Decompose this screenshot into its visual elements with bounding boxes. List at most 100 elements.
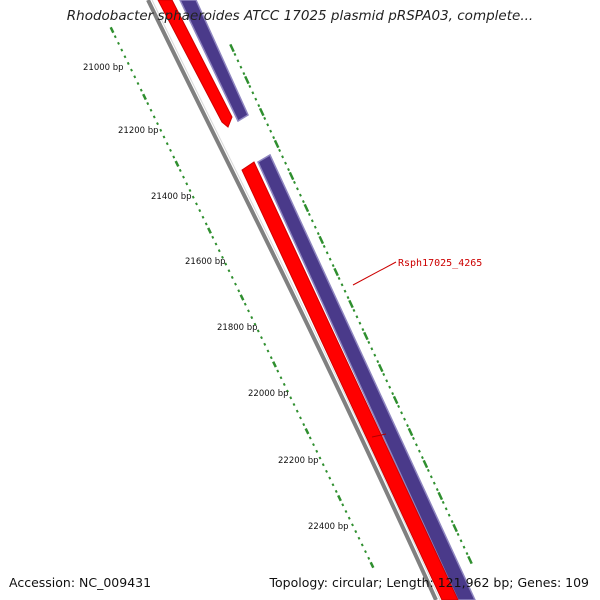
- inner-minor-tick: [227, 269, 231, 273]
- tick-label-21000: 21000 bp: [83, 63, 124, 73]
- outer-minor-tick: [293, 180, 296, 184]
- outer-minor-tick: [322, 244, 326, 248]
- inner-minor-tick: [201, 215, 205, 219]
- outer-major-tick: [377, 363, 384, 373]
- outer-minor-tick: [415, 443, 418, 447]
- inner-minor-tick: [117, 41, 120, 45]
- outer-minor-tick: [272, 136, 276, 140]
- inner-minor-tick: [159, 128, 163, 132]
- inner-minor-tick: [126, 61, 130, 65]
- outer-major-tick: [318, 235, 325, 245]
- outer-minor-tick: [447, 513, 451, 517]
- inner-minor-tick: [282, 382, 286, 386]
- outer-minor-tick: [263, 116, 267, 120]
- inner-minor-tick: [221, 255, 224, 259]
- inner-major-tick: [337, 494, 342, 502]
- inner-minor-tick: [185, 182, 189, 186]
- outer-minor-tick: [397, 404, 401, 408]
- inner-minor-tick: [286, 389, 289, 393]
- outer-minor-tick: [251, 91, 255, 95]
- outer-minor-tick: [400, 411, 404, 415]
- inner-minor-tick: [214, 242, 218, 246]
- outer-minor-tick: [328, 257, 332, 261]
- outer-minor-tick: [367, 340, 371, 344]
- outer-minor-tick: [313, 225, 317, 229]
- inner-minor-tick: [312, 443, 315, 447]
- gene-feature-upper[interactable]: [179, 0, 249, 123]
- outer-minor-tick: [239, 65, 243, 69]
- inner-major-tick: [239, 294, 245, 301]
- inner-minor-tick: [178, 168, 182, 172]
- cds-seam: [371, 433, 387, 438]
- outer-minor-tick: [432, 481, 436, 485]
- outer-minor-tick: [444, 507, 448, 511]
- inner-minor-tick: [302, 423, 306, 427]
- backbone-highlight: [151, 0, 441, 600]
- outer-major-tick: [467, 555, 473, 565]
- cds-feature-lower[interactable]: [241, 161, 459, 600]
- gene-label-leader: [352, 261, 397, 286]
- inner-minor-tick: [318, 456, 322, 460]
- outer-minor-tick: [301, 200, 305, 204]
- outer-major-tick: [258, 107, 265, 117]
- inner-minor-tick: [266, 349, 270, 353]
- inner-major-tick: [109, 26, 115, 34]
- outer-minor-tick: [296, 187, 299, 191]
- inner-minor-tick: [146, 102, 150, 106]
- accession-text: Accession: NC_009431: [9, 575, 152, 590]
- gene-feature-lower[interactable]: [257, 153, 476, 600]
- inner-minor-tick: [344, 509, 348, 514]
- inner-minor-tick: [156, 122, 159, 126]
- tick-label-22000: 22000 bp: [248, 389, 289, 399]
- inner-minor-tick: [123, 55, 127, 59]
- inner-minor-tick: [269, 356, 273, 360]
- inner-minor-tick: [234, 282, 237, 286]
- outer-minor-tick: [316, 232, 320, 236]
- outer-minor-tick: [284, 161, 287, 165]
- outer-minor-tick: [358, 321, 362, 325]
- outer-minor-tick: [325, 251, 329, 255]
- inner-minor-tick: [204, 222, 208, 226]
- inner-minor-tick: [331, 483, 335, 487]
- outer-minor-tick: [242, 72, 246, 76]
- outer-minor-tick: [257, 104, 261, 108]
- outer-minor-tick: [361, 328, 365, 332]
- inner-minor-tick: [289, 396, 293, 400]
- outer-minor-tick: [355, 315, 359, 319]
- inner-minor-tick: [237, 289, 241, 293]
- inner-minor-tick: [253, 322, 257, 326]
- outer-minor-tick: [248, 84, 252, 88]
- gene-label[interactable]: Rsph17025_4265: [398, 258, 482, 269]
- tick-label-21200: 21200 bp: [118, 126, 159, 136]
- outer-minor-tick: [417, 449, 421, 453]
- inner-major-tick: [369, 561, 375, 569]
- inner-minor-tick: [351, 523, 354, 527]
- outer-minor-tick: [340, 283, 344, 287]
- inner-minor-tick: [315, 449, 319, 453]
- inner-minor-tick: [247, 309, 250, 313]
- inner-minor-tick: [321, 463, 325, 467]
- outer-minor-tick: [370, 347, 374, 351]
- tick-label-22400: 22400 bp: [308, 522, 349, 532]
- inner-minor-tick: [354, 530, 358, 534]
- inner-major-tick: [207, 227, 212, 234]
- outer-minor-tick: [254, 97, 258, 101]
- outer-minor-tick: [281, 155, 285, 159]
- outer-major-tick: [348, 299, 354, 309]
- outer-minor-tick: [403, 417, 406, 421]
- topology-summary: Topology: circular; Length: 121,962 bp; …: [269, 575, 590, 590]
- outer-minor-tick: [298, 193, 302, 197]
- inner-minor-tick: [133, 75, 137, 79]
- tick-label-21400: 21400 bp: [151, 192, 192, 202]
- inner-minor-tick: [139, 88, 143, 92]
- outer-minor-tick: [373, 353, 377, 357]
- outer-minor-tick: [346, 296, 350, 300]
- inner-minor-tick: [279, 376, 283, 380]
- outer-major-tick: [303, 203, 310, 213]
- inner-minor-tick: [263, 342, 267, 346]
- outer-minor-tick: [376, 360, 380, 364]
- outer-minor-tick: [420, 456, 424, 460]
- cds-feature-upper[interactable]: [157, 0, 233, 128]
- inner-minor-tick: [165, 142, 169, 146]
